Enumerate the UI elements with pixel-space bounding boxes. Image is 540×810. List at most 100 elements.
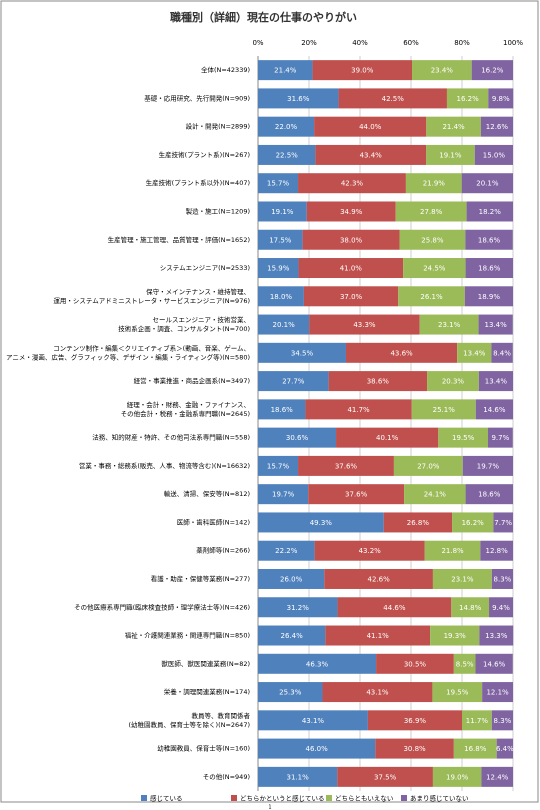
legend-swatch: [326, 795, 332, 801]
value-label: 49.3%: [310, 519, 333, 527]
x-tick-label: 80%: [454, 39, 470, 47]
bar-segment: [258, 568, 325, 589]
value-label: 27.0%: [417, 462, 440, 470]
bar-segment: [338, 88, 447, 109]
bar-segment: [480, 116, 513, 137]
bar-segment: [322, 682, 433, 703]
value-label: 43.3%: [353, 321, 376, 329]
value-label: 38.0%: [340, 236, 363, 244]
value-label: 7.7%: [494, 519, 512, 527]
bar-segment: [258, 653, 377, 674]
value-label: 44.6%: [383, 604, 406, 612]
value-label: 9.7%: [491, 434, 509, 442]
bar-segment: [398, 286, 465, 307]
value-label: 43.4%: [360, 151, 383, 159]
bar-segment: [258, 342, 346, 363]
y-tick-label: 生産技術(プラント系)(N=267): [159, 150, 250, 159]
bar-segment: [367, 710, 462, 731]
value-label: 34.5%: [291, 349, 314, 357]
y-tick-label: 幼稚園教員、保育士等(N=160): [157, 744, 250, 753]
y-tick-label: その他(N=949): [203, 772, 250, 781]
bar-segment: [258, 766, 338, 787]
bar-segment: [491, 342, 513, 363]
y-tick-label: システムエンジニア(N=2533): [160, 264, 250, 272]
value-label: 34.9%: [340, 208, 363, 216]
value-label: 20.1%: [273, 321, 296, 329]
bar-segment: [430, 625, 480, 646]
bar-segment: [258, 201, 307, 222]
bar-segment: [258, 173, 299, 194]
value-label: 43.6%: [390, 349, 413, 357]
bar-segment: [432, 568, 492, 589]
y-tick-label: 看護・助産・保健等業務(N=277): [151, 574, 250, 583]
value-label: 26.8%: [407, 519, 430, 527]
bar-segment: [258, 144, 316, 165]
value-label: 20.3%: [442, 378, 465, 386]
value-label: 9.4%: [492, 604, 510, 612]
legend-swatch: [401, 795, 407, 801]
value-label: 20.1%: [476, 180, 499, 188]
value-label: 19.0%: [446, 773, 469, 781]
value-label: 18.2%: [479, 208, 502, 216]
bar-segment: [465, 229, 513, 250]
value-label: 22.0%: [275, 123, 298, 131]
value-label: 8.4%: [493, 349, 511, 357]
bar-segment: [493, 512, 513, 533]
value-label: 16.2%: [456, 95, 479, 103]
value-label: 26.0%: [280, 575, 303, 583]
bar-segment: [375, 738, 454, 759]
bar-segment: [258, 738, 376, 759]
bar-segment: [399, 229, 466, 250]
bar-segment: [466, 201, 513, 222]
bar-segment: [491, 710, 513, 731]
bar-segment: [324, 568, 433, 589]
y-tick-label: 教員等、教育関係者(幼稚園教員、保育士等を除く)(N=2647): [129, 711, 251, 729]
value-label: 21.8%: [441, 547, 464, 555]
value-label: 19.7%: [477, 462, 500, 470]
y-tick-label: 福祉・介護関連業務・関連専門職(N=850): [125, 631, 250, 640]
value-label: 9.8%: [492, 95, 510, 103]
value-label: 31.1%: [287, 773, 310, 781]
bar-segment: [424, 540, 481, 561]
value-label: 18.9%: [478, 293, 501, 301]
value-label: 39.0%: [351, 67, 374, 75]
legend-label: あまり感じていない: [410, 794, 469, 803]
y-tick-label: 営業・事務・総務系(販売、人事、物流等含む)(N=16632): [79, 461, 250, 470]
bar-segment: [337, 597, 452, 618]
bar-segment: [488, 427, 513, 448]
bar-segment: [383, 512, 453, 533]
bar-segment: [412, 60, 472, 81]
bar-segment: [258, 286, 304, 307]
bar-segment: [258, 399, 306, 420]
value-label: 22.5%: [276, 151, 299, 159]
value-label: 11.7%: [466, 717, 489, 725]
legend-swatch: [141, 795, 147, 801]
value-label: 42.6%: [367, 575, 390, 583]
y-tick-label: 栄養・調理関連業務(N=174): [164, 687, 250, 696]
y-tick-label: 設計・開発(N=2899): [186, 122, 250, 131]
value-label: 14.8%: [459, 604, 482, 612]
value-label: 26.1%: [420, 293, 443, 301]
y-tick-label: 全体(N=42339): [201, 65, 250, 74]
value-label: 43.2%: [359, 547, 382, 555]
value-label: 38.6%: [367, 378, 390, 386]
bar-segment: [478, 371, 513, 392]
y-tick-label: 法務、知的財産・特許、その他司法系専門職(N=558): [92, 433, 250, 442]
bar-segment: [453, 653, 476, 674]
bar-segment: [432, 766, 482, 787]
bar-segment: [393, 455, 463, 476]
value-label: 19.7%: [272, 491, 295, 499]
value-label: 19.1%: [271, 208, 294, 216]
value-label: 22.2%: [275, 547, 298, 555]
bar-segment: [258, 710, 368, 731]
value-label: 18.6%: [478, 236, 501, 244]
value-label: 42.5%: [382, 95, 405, 103]
bar-segment: [471, 60, 513, 81]
value-label: 37.6%: [345, 491, 368, 499]
value-label: 18.6%: [271, 406, 294, 414]
bar-segment: [488, 88, 514, 109]
value-label: 24.5%: [423, 265, 446, 273]
value-label: 18.6%: [478, 491, 501, 499]
